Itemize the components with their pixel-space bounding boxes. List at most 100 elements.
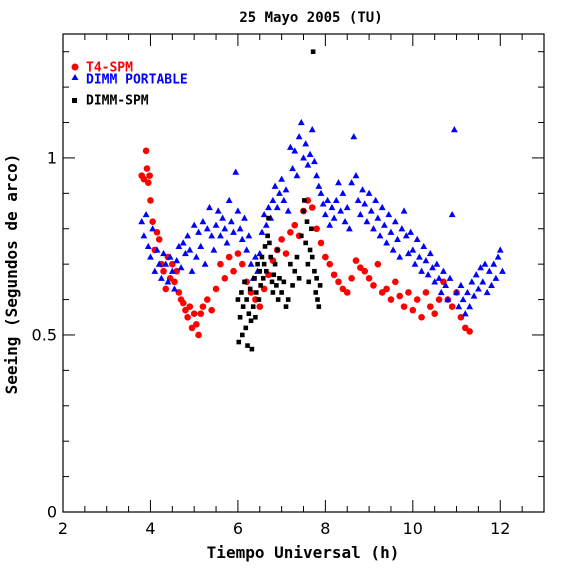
data-point <box>245 232 253 239</box>
data-point <box>426 249 434 257</box>
data-point <box>280 196 288 204</box>
data-point <box>208 306 215 314</box>
data-point <box>389 246 397 253</box>
data-point <box>492 274 500 281</box>
data-point <box>252 276 257 281</box>
data-point <box>179 239 187 246</box>
x-tick-label: 2 <box>58 519 68 538</box>
data-point <box>248 318 254 324</box>
data-point <box>376 232 384 239</box>
x-tick-label: 6 <box>233 519 243 538</box>
data-point <box>142 210 150 218</box>
data-point <box>470 292 478 299</box>
data-point <box>315 297 320 302</box>
data-point <box>383 239 390 246</box>
data-point <box>278 236 285 243</box>
data-point <box>422 257 430 264</box>
data-point <box>387 228 395 235</box>
data-point <box>402 232 410 239</box>
data-point <box>488 281 495 288</box>
legend-marker-dimm-portable <box>71 74 79 80</box>
data-point <box>272 261 278 267</box>
data-point <box>394 235 401 242</box>
data-point <box>335 179 342 186</box>
data-point <box>372 196 380 204</box>
data-point <box>282 186 290 193</box>
data-point <box>186 246 194 253</box>
data-point <box>269 279 275 285</box>
data-point <box>485 267 493 274</box>
data-point <box>193 321 200 328</box>
data-point <box>179 299 187 307</box>
axis-ticks <box>62 34 545 513</box>
data-point <box>171 285 178 292</box>
data-point <box>455 303 463 310</box>
data-point <box>348 179 355 186</box>
data-point <box>350 133 358 140</box>
data-point <box>370 225 377 232</box>
data-point <box>282 250 290 257</box>
data-point <box>256 249 264 257</box>
data-point <box>217 232 224 239</box>
chart-title: 25 Mayo 2005 (TU) <box>239 10 382 26</box>
data-point <box>281 279 287 285</box>
data-point <box>313 225 320 233</box>
data-point <box>387 296 395 303</box>
data-point <box>290 283 295 288</box>
data-point <box>490 260 498 267</box>
data-point <box>247 260 255 267</box>
data-point <box>306 279 312 285</box>
data-point <box>328 203 336 211</box>
data-point <box>464 288 471 296</box>
data-point <box>398 225 406 232</box>
data-point <box>311 157 318 165</box>
data-point <box>431 278 439 285</box>
data-point <box>352 172 360 179</box>
data-point <box>427 303 434 310</box>
axis-tick-labels: 2 4 6 8 10 12 0 0.5 1 <box>32 149 511 538</box>
data-point <box>418 313 425 321</box>
data-point <box>143 165 151 172</box>
data-point <box>243 325 249 331</box>
data-point <box>182 306 189 314</box>
x-axis-title: Tiempo Universal (h) <box>207 543 400 562</box>
data-point <box>204 296 211 303</box>
data-point <box>346 225 353 232</box>
data-point <box>234 250 242 257</box>
data-point <box>413 296 421 303</box>
data-point <box>149 218 156 225</box>
data-point <box>339 285 347 293</box>
data-point <box>249 346 255 352</box>
data-point <box>420 242 428 250</box>
data-point <box>258 228 266 235</box>
data-point <box>262 244 268 249</box>
data-point <box>308 126 316 133</box>
data-point <box>429 264 436 271</box>
data-point <box>253 314 258 320</box>
legend-label-dimm-portable: DIMM PORTABLE <box>86 73 188 88</box>
data-point <box>343 289 351 296</box>
data-point <box>192 253 200 260</box>
data-point <box>262 221 270 228</box>
data-point <box>483 288 491 296</box>
data-point <box>374 260 382 268</box>
data-point <box>339 189 347 196</box>
data-point <box>304 219 310 224</box>
data-point <box>422 289 430 296</box>
data-point <box>332 196 340 204</box>
y-tick-label: 1 <box>47 149 57 168</box>
x-tick-label: 12 <box>490 519 510 538</box>
x-tick-label: 4 <box>145 519 155 538</box>
data-point <box>212 221 220 228</box>
data-point <box>400 303 408 310</box>
data-point <box>413 235 421 242</box>
data-point <box>242 279 247 285</box>
data-point <box>147 197 154 204</box>
data-point <box>435 274 443 281</box>
data-point <box>144 179 152 187</box>
data-point <box>197 242 205 250</box>
data-point <box>278 175 286 182</box>
data-point <box>309 254 315 260</box>
data-point <box>245 343 250 348</box>
